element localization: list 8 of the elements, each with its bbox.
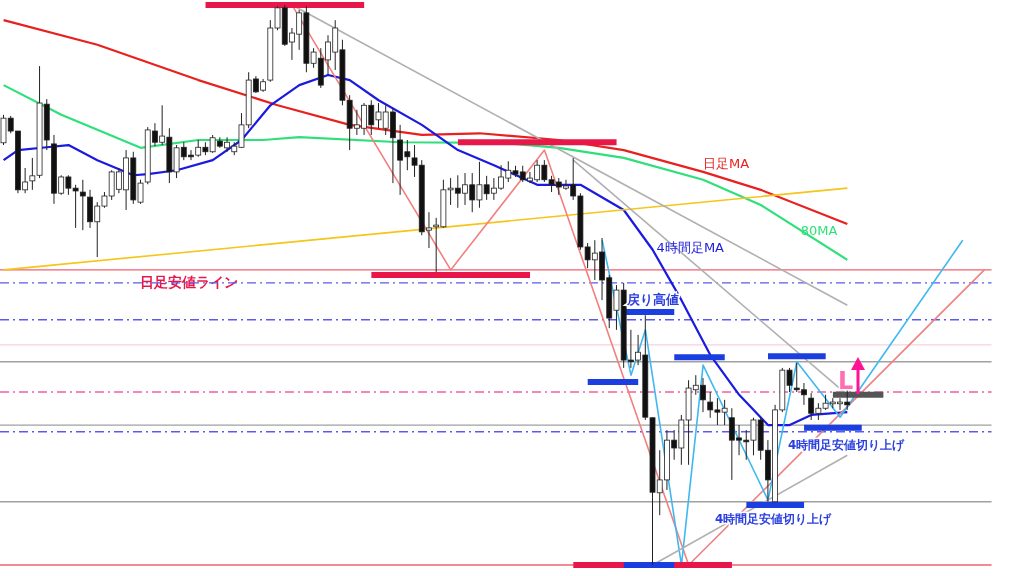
series-label: 80MA [800,222,838,238]
annotation: 4時間足安値切り上げ [788,438,906,452]
ref-line-label: 日足安値ライン [140,273,238,290]
series-label: 4時間足MA [656,239,725,255]
annotation: 4時間足安値切り上げ [715,512,833,526]
annotation: 戻り高値 [626,292,679,307]
annotation: L [838,367,854,395]
series-label: 日足MA [703,155,750,171]
